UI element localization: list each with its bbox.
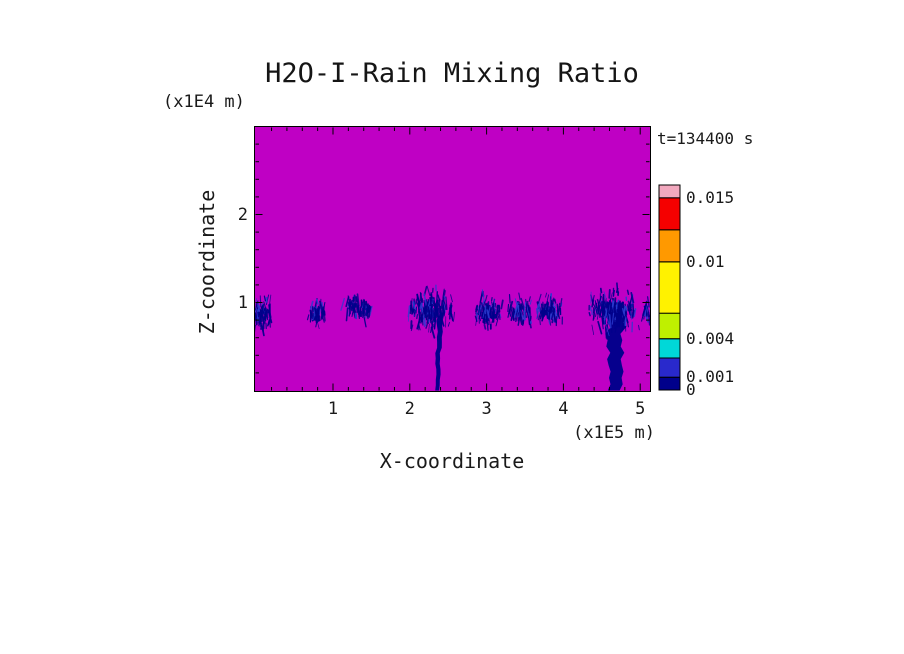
colorbar bbox=[658, 184, 681, 391]
x-tick-label: 1 bbox=[327, 399, 339, 419]
x-tick-label: 3 bbox=[481, 399, 492, 419]
colorbar-tick-label: 0.015 bbox=[686, 187, 735, 207]
chart-title: H2O-I-Rain Mixing Ratio bbox=[265, 58, 639, 89]
colorbar-tick-label: 0.004 bbox=[686, 328, 735, 348]
colorbar-tick-label: 0.01 bbox=[686, 251, 725, 271]
z-tick-label: 1 bbox=[237, 292, 248, 313]
x-axis-unit-label: (x1E5 m) bbox=[573, 423, 655, 443]
x-tick-label: 2 bbox=[404, 399, 415, 419]
x-tick-label: 4 bbox=[558, 399, 569, 419]
heatmap-canvas bbox=[255, 127, 650, 391]
x-tick-label: 5 bbox=[635, 399, 646, 419]
colorbar-tick-label: 0 bbox=[686, 380, 696, 399]
colorbar-tick-label: 0.001 bbox=[686, 367, 735, 387]
plot-area bbox=[254, 126, 651, 392]
z-axis-unit-label: (x1E4 m) bbox=[163, 92, 245, 112]
x-axis-title: X-coordinate bbox=[379, 449, 525, 473]
z-tick-label: 2 bbox=[237, 204, 248, 225]
time-annotation: t=134400 s bbox=[657, 129, 754, 148]
z-axis-title: Z-coordinate bbox=[195, 189, 219, 335]
